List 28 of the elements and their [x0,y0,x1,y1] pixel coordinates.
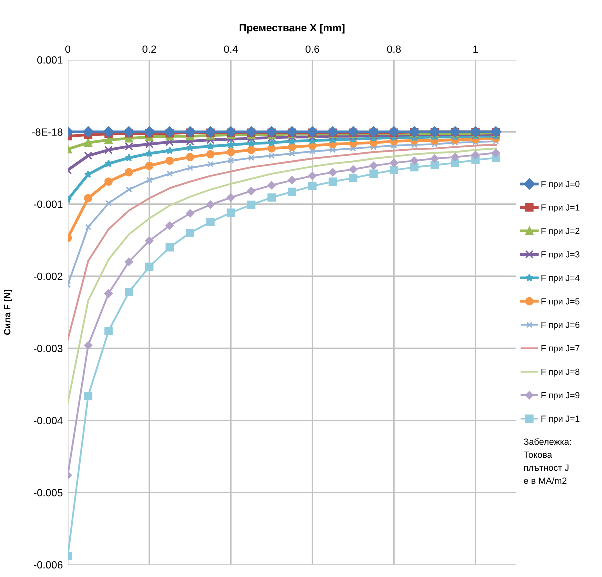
y-tick-label: -8E-18 [32,128,63,136]
x-tick-label: 0.2 [142,46,156,54]
legend-label: F при J=9 [542,392,580,400]
x-tick-label: 1 [474,46,478,53]
x-axis-title: Преместване X [mm] [240,24,345,34]
y-tick-label: -0.004 [34,417,63,425]
x-tick-label: 0 [66,46,71,54]
y-tick-label: -0.006 [34,561,63,569]
y-tick-label: -0.003 [34,345,63,352]
legend-label: F при J=5 [542,298,580,306]
legend-label: F при J=8 [542,368,580,377]
y-tick-label: -0.005 [34,489,63,497]
y-tick-label: -0.001 [34,200,63,208]
legend-label: F при J=1 [542,204,580,213]
y-tick-label: 0.001 [38,56,63,64]
legend-label: F при J=1 [542,416,580,424]
legend-label: F при J=2 [542,228,580,236]
x-tick-label: 0.8 [387,46,401,54]
y-axis-title: Сила F [N] [4,290,12,336]
legend-label: F при J=6 [542,322,580,330]
legend-label: F при J=3 [542,252,580,260]
y-tick-label: -0.002 [34,272,63,280]
text: Забележка: Токова плътност J е в MA/m2 [524,438,572,484]
legend-label: F при J=4 [542,275,580,283]
legend-label: F при J=0 [542,181,580,190]
x-tick-label: 0.4 [224,46,238,54]
legend-label: F при J=7 [542,346,580,354]
x-tick-label: 0.6 [306,46,320,54]
